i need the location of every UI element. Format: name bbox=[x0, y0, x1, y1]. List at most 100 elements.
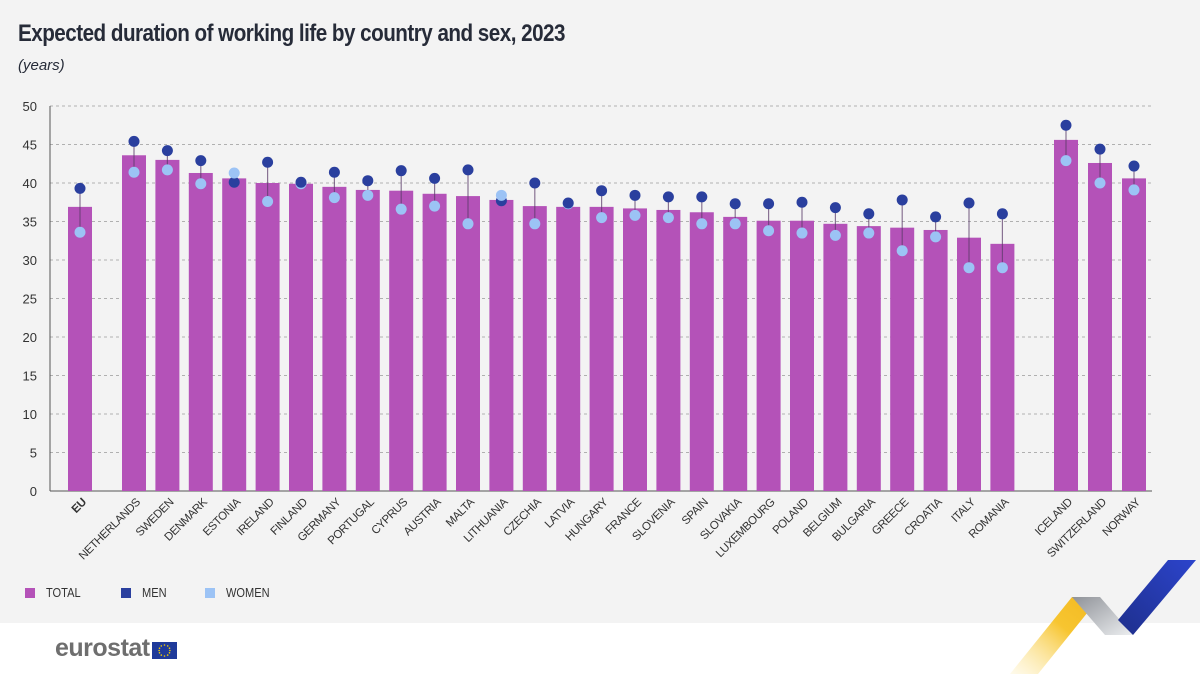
dot-men bbox=[1094, 143, 1106, 155]
bar-total bbox=[289, 183, 313, 491]
y-tick-label: 10 bbox=[23, 407, 37, 422]
dot-men bbox=[930, 211, 942, 223]
bar-total bbox=[856, 226, 881, 491]
bar-total bbox=[756, 220, 781, 492]
dot-men bbox=[362, 175, 374, 187]
legend-swatch-men bbox=[120, 587, 131, 598]
dot-women bbox=[763, 225, 775, 237]
x-tick-label: CROATIA bbox=[902, 496, 945, 539]
dot-women bbox=[529, 218, 541, 230]
dot-men bbox=[863, 208, 875, 220]
bar-total bbox=[1088, 162, 1112, 492]
decorative-ribbon-icon bbox=[1010, 560, 1196, 674]
bar-total bbox=[623, 208, 647, 491]
dot-women bbox=[228, 167, 240, 179]
chart-subtitle: (years) bbox=[18, 57, 65, 74]
dot-women bbox=[128, 166, 140, 178]
legend-label: MEN bbox=[141, 585, 167, 600]
legend-item-men: MEN bbox=[120, 585, 171, 600]
bar-total bbox=[990, 243, 1015, 491]
bar-total bbox=[322, 186, 347, 491]
dot-women bbox=[429, 200, 441, 212]
dot-men bbox=[763, 198, 775, 210]
x-tick-label: MALTA bbox=[444, 496, 477, 529]
dot-women bbox=[729, 218, 741, 230]
bar-total bbox=[556, 206, 581, 491]
dot-men bbox=[829, 202, 841, 214]
dot-men bbox=[161, 145, 173, 157]
y-tick-label: 15 bbox=[23, 369, 37, 384]
bar-total bbox=[589, 206, 614, 491]
dot-men bbox=[596, 185, 608, 197]
dot-women bbox=[1094, 177, 1106, 189]
dot-women bbox=[963, 262, 975, 274]
dot-women bbox=[629, 209, 641, 221]
dot-women bbox=[1060, 155, 1072, 167]
dot-men bbox=[262, 156, 274, 168]
dot-men bbox=[963, 197, 975, 209]
dot-women bbox=[161, 164, 173, 176]
bar-total bbox=[188, 172, 213, 492]
eu-flag-icon bbox=[151, 641, 177, 659]
bar-total bbox=[823, 223, 848, 491]
x-tick-label: EU bbox=[70, 496, 89, 515]
legend-item-women: WOMEN bbox=[204, 585, 277, 600]
x-tick-label: SPAIN bbox=[680, 496, 711, 527]
dot-women bbox=[996, 262, 1008, 274]
bar-total bbox=[890, 227, 915, 491]
dot-women bbox=[662, 212, 674, 224]
dot-men bbox=[662, 191, 674, 203]
bar-total bbox=[422, 193, 447, 491]
x-tick-label: CZECHIA bbox=[502, 496, 545, 539]
dot-women bbox=[796, 227, 808, 239]
bar-total bbox=[68, 206, 92, 491]
dot-women bbox=[829, 229, 841, 241]
bar-total bbox=[923, 229, 948, 491]
dot-women bbox=[896, 245, 908, 257]
dot-men bbox=[696, 191, 708, 203]
y-tick-label: 35 bbox=[23, 215, 37, 230]
legend-item-total: TOTAL bbox=[25, 585, 87, 600]
bar-total bbox=[1054, 139, 1078, 491]
chart-title: Expected duration of working life by cou… bbox=[18, 20, 566, 47]
eurostat-logo: eurostat bbox=[55, 634, 177, 663]
y-tick-label: 25 bbox=[23, 292, 37, 307]
dot-women bbox=[462, 218, 474, 230]
dot-men bbox=[996, 208, 1008, 220]
y-tick-label: 45 bbox=[23, 138, 37, 153]
dot-men bbox=[328, 166, 340, 178]
dot-women bbox=[696, 218, 708, 230]
dot-men bbox=[462, 164, 474, 176]
dot-women bbox=[195, 178, 207, 190]
dot-men bbox=[295, 176, 307, 188]
bar-total bbox=[222, 178, 247, 491]
dot-men bbox=[796, 196, 808, 208]
dot-men bbox=[629, 189, 641, 201]
dot-men bbox=[896, 194, 908, 206]
bar-total bbox=[489, 199, 514, 491]
dot-women bbox=[930, 231, 942, 243]
bar-total bbox=[456, 196, 480, 491]
bar-total bbox=[689, 212, 714, 491]
dot-men bbox=[562, 197, 574, 209]
bar-total bbox=[355, 189, 380, 491]
dot-women bbox=[74, 226, 86, 238]
dot-women bbox=[362, 189, 374, 201]
x-tick-label: LUXEMBOURG bbox=[714, 496, 778, 560]
dot-men bbox=[128, 135, 140, 147]
dot-men bbox=[429, 172, 441, 184]
y-tick-label: 40 bbox=[23, 176, 37, 191]
dot-men bbox=[74, 182, 86, 194]
legend-swatch-total bbox=[25, 587, 35, 598]
y-tick-label: 5 bbox=[30, 446, 37, 461]
dot-men bbox=[195, 155, 207, 167]
bar-total bbox=[122, 155, 146, 491]
dot-men bbox=[1128, 160, 1140, 172]
dot-women bbox=[495, 189, 507, 201]
dot-men bbox=[228, 176, 240, 188]
y-tick-label: 30 bbox=[23, 253, 37, 268]
dot-men bbox=[1060, 119, 1072, 131]
legend-swatch-women bbox=[204, 587, 215, 598]
y-tick-label: 20 bbox=[23, 330, 37, 345]
dot-women bbox=[328, 192, 340, 204]
